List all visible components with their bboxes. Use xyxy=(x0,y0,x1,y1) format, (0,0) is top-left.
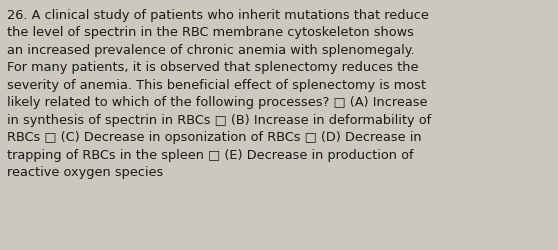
Text: 26. A clinical study of patients who inherit mutations that reduce
the level of : 26. A clinical study of patients who inh… xyxy=(7,9,431,178)
